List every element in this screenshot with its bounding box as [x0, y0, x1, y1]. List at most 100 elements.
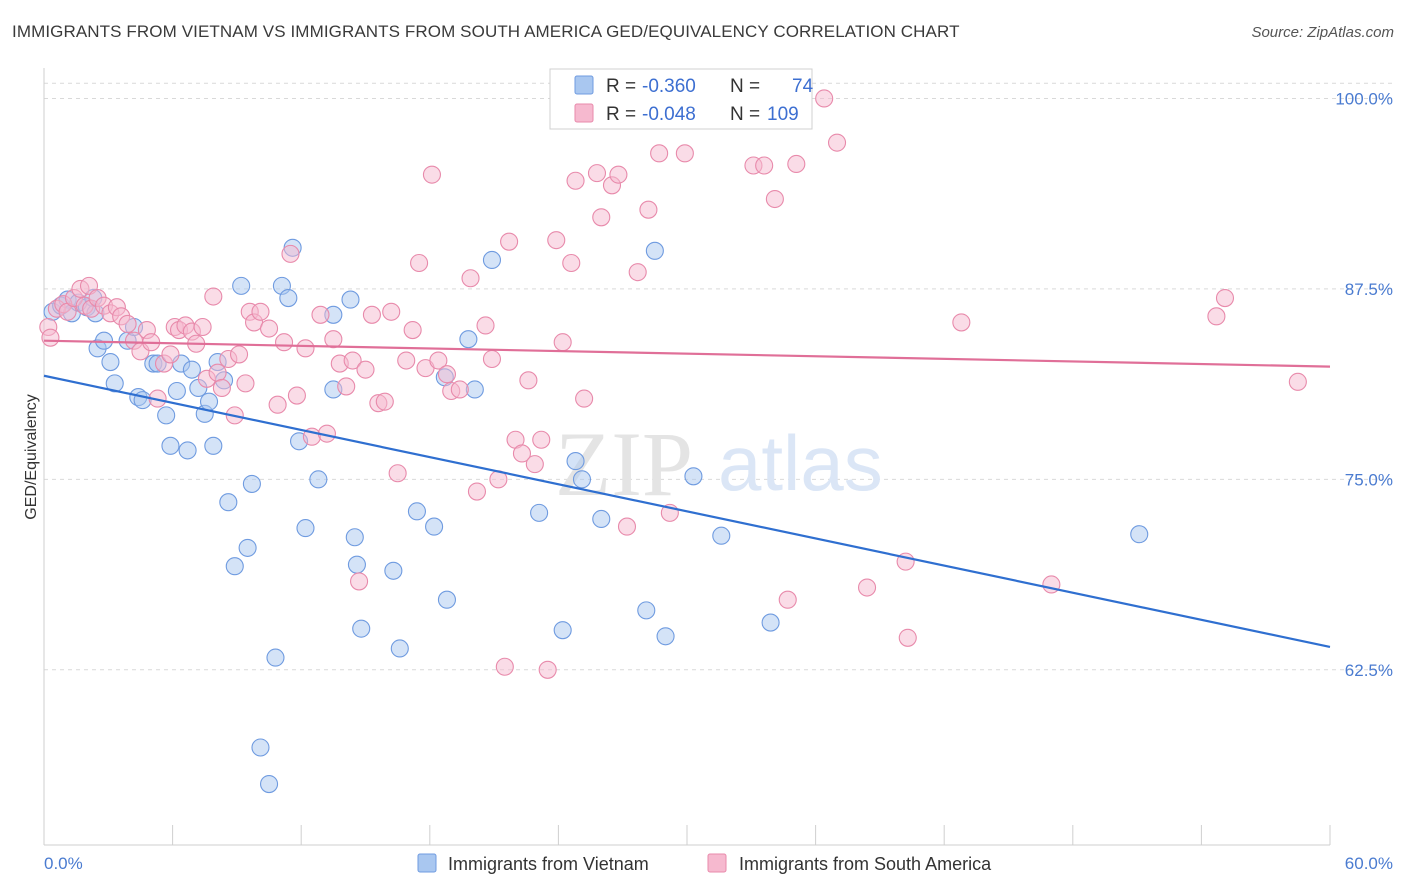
point-south-america: [525, 455, 544, 474]
point-south-america: [450, 380, 469, 399]
point-vietnam: [347, 555, 366, 574]
watermark-atlas: atlas: [718, 419, 883, 507]
point-south-america: [592, 208, 611, 227]
legend-swatch-south-america: [574, 103, 594, 123]
point-vietnam: [465, 380, 484, 399]
point-south-america: [461, 269, 480, 288]
legend-r-label-1: R =: [606, 76, 636, 97]
point-vietnam: [553, 621, 572, 640]
point-vietnam: [384, 561, 403, 580]
point-south-america: [356, 360, 375, 379]
point-vietnam: [482, 250, 502, 270]
point-south-america: [587, 164, 607, 183]
point-south-america: [765, 189, 784, 209]
point-south-america: [382, 302, 401, 321]
point-south-america: [208, 363, 227, 382]
point-vietnam: [182, 360, 201, 379]
point-south-america: [1288, 372, 1307, 391]
point-south-america: [898, 628, 917, 647]
point-vietnam: [592, 509, 611, 529]
point-south-america: [268, 395, 287, 414]
point-south-america: [161, 345, 180, 364]
point-south-america: [275, 333, 294, 352]
point-south-america: [547, 231, 566, 250]
tick-labels: 62.5% 75.0% 87.5% 100.0% 0.0% 60.0%: [44, 89, 1393, 873]
point-south-america: [397, 351, 416, 370]
point-south-america: [495, 657, 514, 676]
legend-n-label-1: N =: [730, 76, 760, 97]
point-vietnam: [459, 330, 478, 349]
y-tick-label: 62.5%: [1345, 661, 1393, 680]
chart-title: IMMIGRANTS FROM VIETNAM VS IMMIGRANTS FR…: [12, 22, 960, 41]
point-south-america: [500, 232, 519, 251]
point-vietnam: [279, 289, 298, 308]
point-south-america: [1207, 307, 1226, 326]
point-south-america: [41, 328, 60, 347]
stats-legend: R = -0.360 N = 74 R = -0.048 N = 109: [549, 68, 814, 130]
point-vietnam: [425, 517, 444, 536]
point-south-america: [388, 464, 407, 483]
point-vietnam: [645, 241, 664, 260]
point-south-america: [193, 317, 212, 337]
legend-r-value-2: -0.048: [642, 104, 696, 125]
series-legend-label-south-america: Immigrants from South America: [739, 854, 992, 874]
point-south-america: [362, 305, 381, 324]
point-south-america: [538, 660, 557, 679]
point-south-america: [639, 200, 658, 219]
point-vietnam: [251, 738, 270, 757]
point-vietnam: [199, 392, 219, 411]
point-south-america: [519, 371, 538, 390]
point-south-america: [628, 263, 647, 282]
point-vietnam: [204, 436, 223, 455]
point-vietnam: [390, 639, 409, 658]
series-legend-label-vietnam: Immigrants from Vietnam: [448, 854, 649, 874]
point-south-america: [337, 377, 356, 396]
point-south-america: [1215, 289, 1235, 308]
y-tick-label: 87.5%: [1345, 280, 1393, 299]
legend-swatch-vietnam: [574, 75, 594, 95]
point-vietnam: [157, 406, 176, 425]
point-vietnam: [572, 470, 592, 489]
point-vietnam: [296, 519, 315, 538]
point-south-america: [229, 345, 249, 364]
point-south-america: [575, 389, 594, 408]
point-south-america: [857, 578, 877, 597]
point-south-america: [422, 165, 441, 184]
point-south-america: [952, 313, 971, 332]
legend-n-label-2: N =: [730, 104, 760, 125]
point-south-america: [609, 165, 628, 184]
series-legend-swatch-south-america: [707, 853, 727, 873]
point-vietnam: [259, 775, 279, 794]
axes: [43, 68, 1331, 846]
point-vietnam: [1130, 525, 1149, 544]
point-south-america: [650, 144, 669, 163]
point-south-america: [343, 351, 362, 370]
point-vietnam: [656, 627, 675, 646]
trend-line-south-america: [43, 339, 1331, 368]
point-vietnam: [712, 526, 731, 545]
point-south-america: [467, 482, 487, 501]
point-south-america: [815, 89, 834, 108]
point-south-america: [482, 349, 502, 369]
x-tick-label-min: 0.0%: [44, 854, 83, 873]
legend-n-value-1: 74: [792, 76, 814, 97]
point-vietnam: [637, 601, 656, 620]
point-vietnam: [225, 557, 244, 576]
x-tick-label-max: 60.0%: [1345, 854, 1393, 873]
y-tick-label: 100.0%: [1335, 89, 1393, 108]
point-south-america: [755, 156, 774, 175]
legend-r-value-1: -0.360: [642, 76, 696, 97]
point-south-america: [512, 444, 532, 463]
point-south-america: [617, 517, 637, 536]
point-vietnam: [309, 470, 328, 489]
point-south-america: [675, 144, 694, 163]
point-south-america: [287, 386, 306, 405]
point-south-america: [296, 339, 315, 358]
series-legend: Immigrants from Vietnam Immigrants from …: [417, 853, 992, 874]
point-vietnam: [266, 648, 285, 667]
point-vietnam: [161, 436, 180, 455]
point-vietnam: [232, 276, 251, 295]
point-vietnam: [242, 474, 261, 493]
point-south-america: [566, 171, 585, 190]
